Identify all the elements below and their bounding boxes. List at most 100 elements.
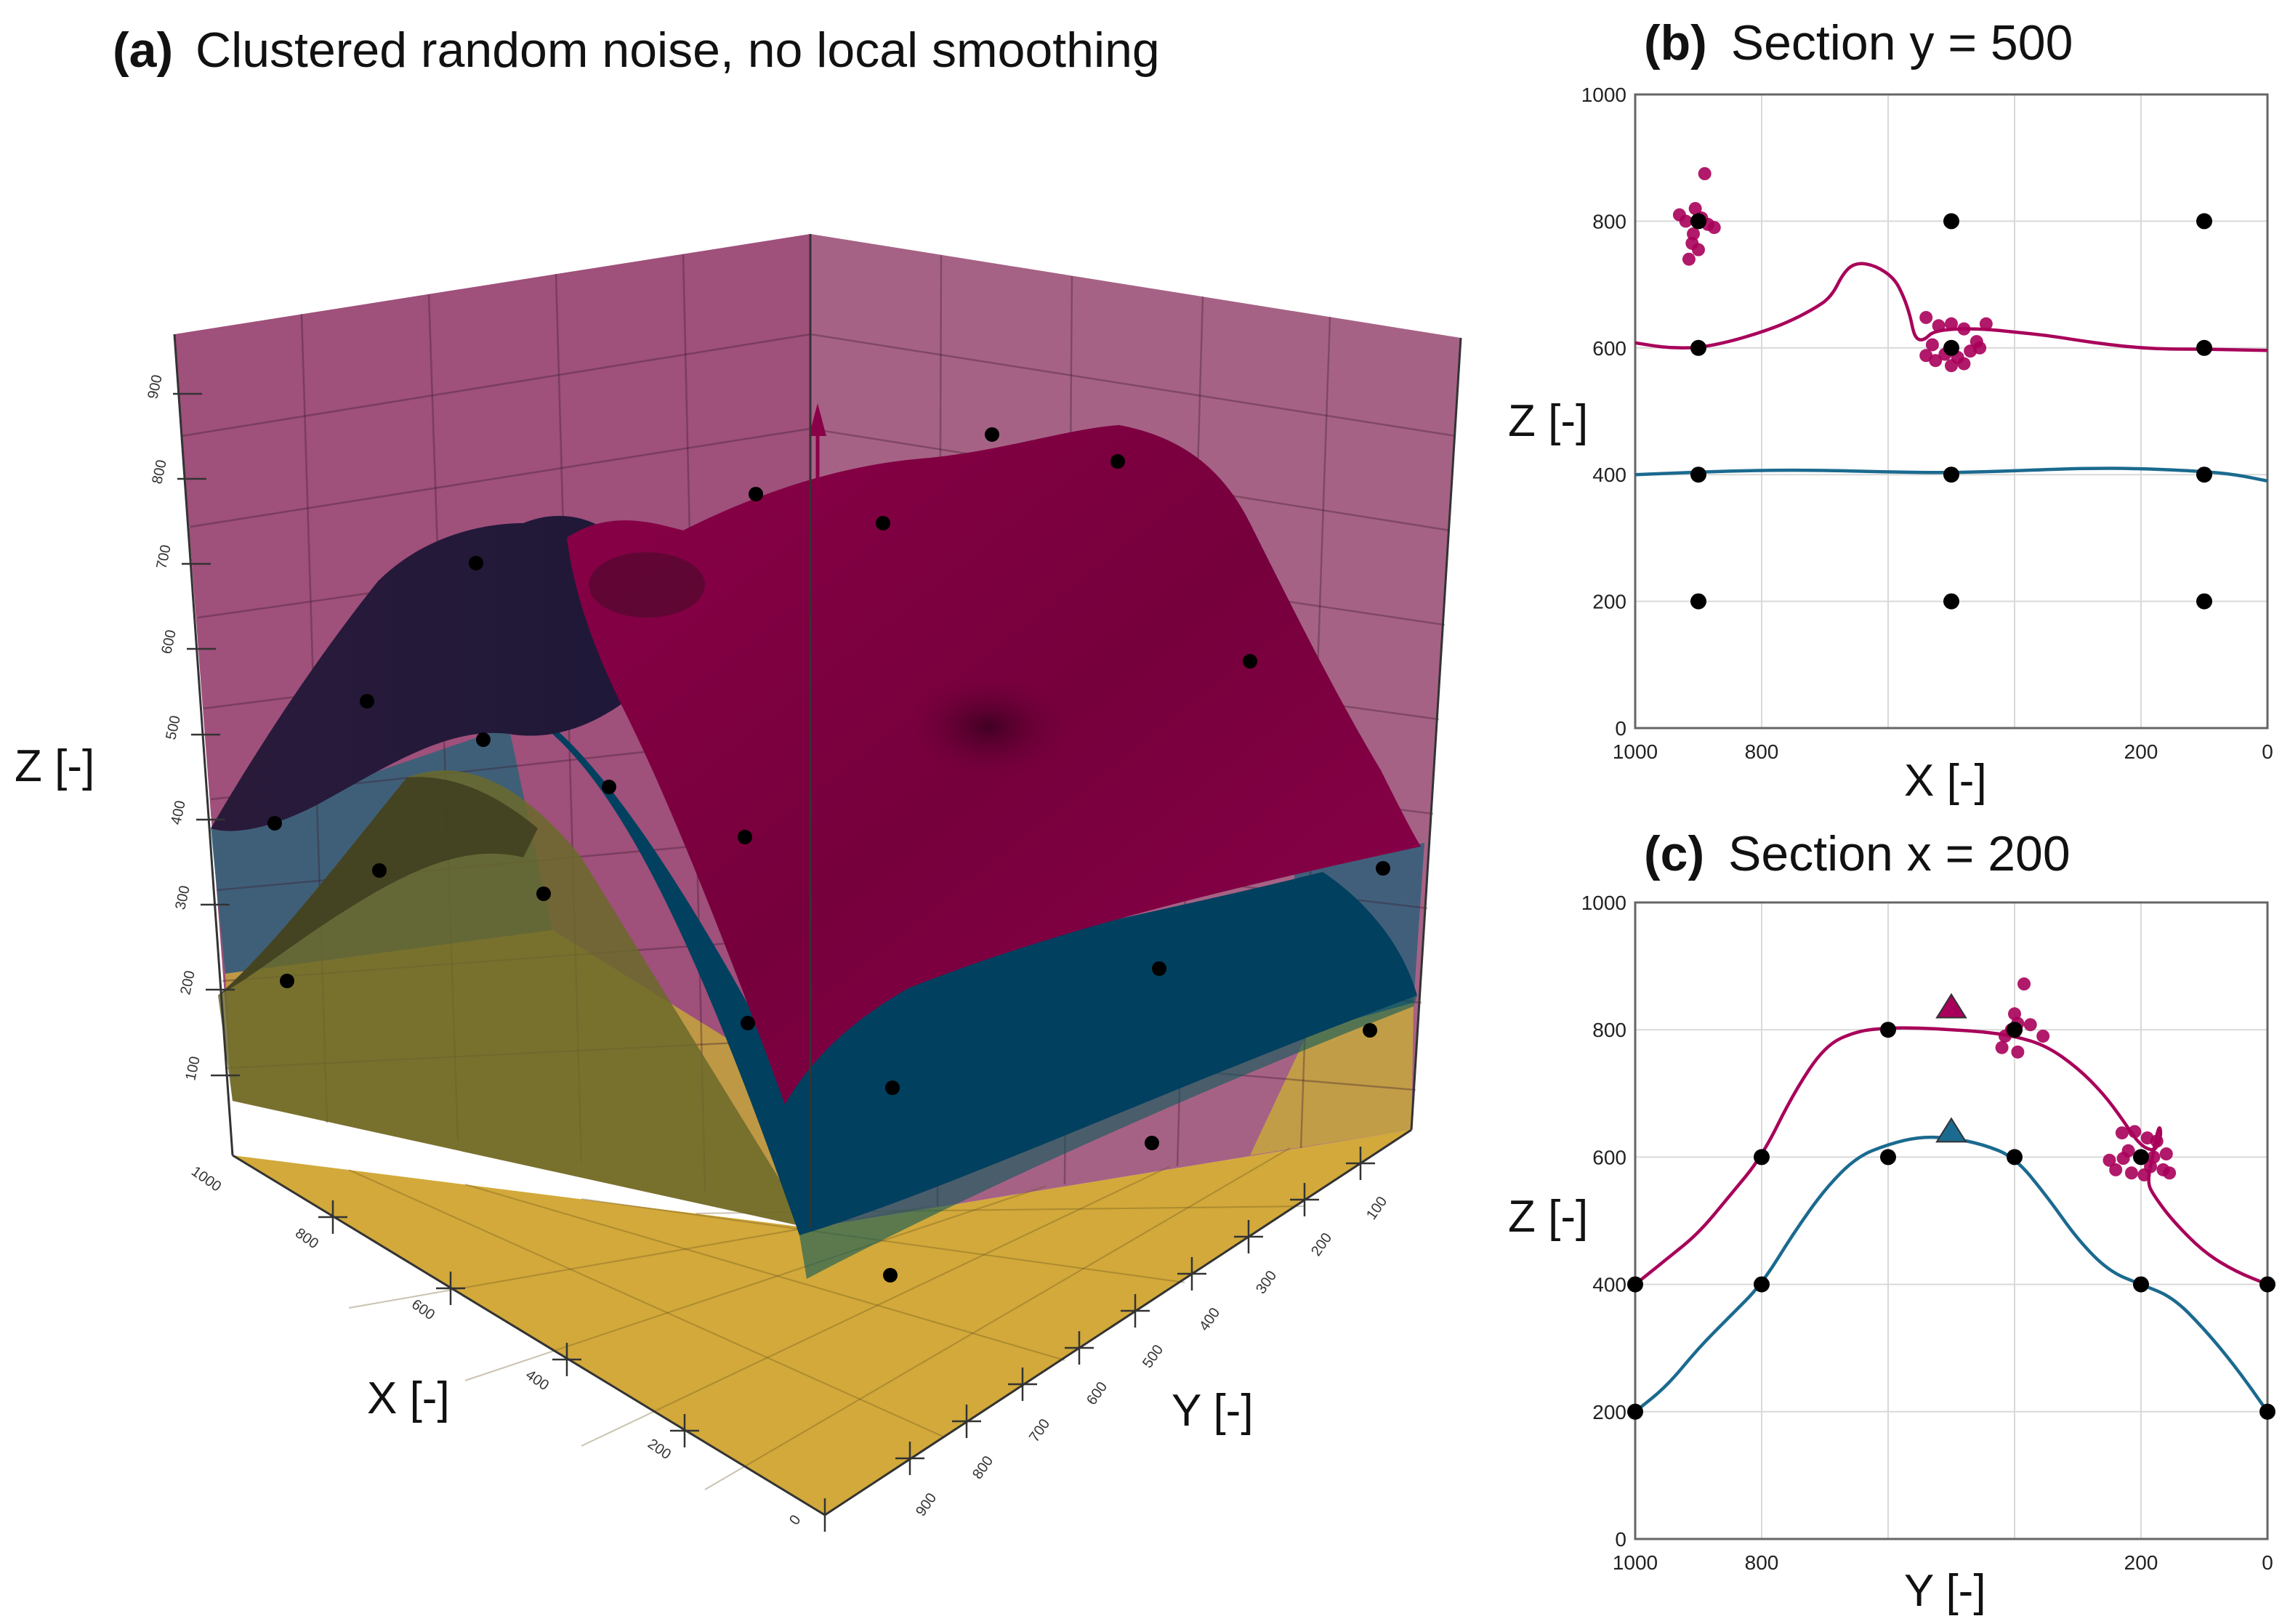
plot-c-noise-point: [2102, 1153, 2116, 1167]
point-3d: [360, 694, 374, 708]
plot-b-data-point: [1943, 213, 1959, 230]
panel-c: (c) Section x = 200 0 200 400 600 800 1000 100…: [1508, 826, 2275, 1616]
plot-b-series-line-0: [1634, 262, 2268, 352]
plot-b-data-point: [1690, 593, 1706, 610]
panel-c-xlabel: Y [-]: [1904, 1566, 1986, 1616]
point-3d: [883, 1268, 898, 1282]
plot-b-ytick-label: 400: [1592, 464, 1626, 486]
plot-c-noise-point: [2036, 1029, 2050, 1043]
svg-text:600: 600: [408, 1296, 438, 1323]
point-3d: [280, 974, 294, 988]
top-surface-dimple: [908, 676, 1068, 777]
point-3d: [1110, 454, 1125, 469]
point-3d: [476, 732, 491, 747]
plot-b-frame: [1634, 93, 2269, 730]
plot-b-xtick-label: 200: [2124, 740, 2158, 763]
plot-c-ytick-label: 400: [1592, 1274, 1626, 1296]
plot-c-data-point: [2133, 1149, 2149, 1166]
plot-b-noise-point: [1945, 359, 1958, 373]
plot-b-xtick-label: 0: [2262, 740, 2273, 763]
panel-b-xlabel: X [-]: [1904, 756, 1987, 806]
plot-c: 0 200 400 600 800 1000 1000 800 200 0: [1581, 892, 2275, 1574]
svg-text:300: 300: [1253, 1268, 1280, 1297]
plot-b-data-point: [1943, 466, 1959, 483]
top-surface-left-dome: [211, 516, 640, 831]
plot-c-noise-point: [2128, 1125, 2142, 1139]
point-3d: [372, 863, 387, 878]
svg-text:700: 700: [153, 544, 174, 570]
plot-c-data-point: [2007, 1022, 2023, 1038]
point-3d: [749, 487, 763, 501]
plot-c-series-line-1: [1634, 1135, 2269, 1413]
svg-text:100: 100: [1363, 1194, 1390, 1223]
axes-3d-frame: [173, 234, 1462, 1516]
plot-b-noise-point: [1919, 310, 1933, 324]
plot-c-noise-point: [2150, 1134, 2164, 1148]
normal-arrow-head: [809, 403, 826, 436]
plot-c-noise-point: [2023, 1018, 2037, 1032]
svg-text:600: 600: [158, 629, 179, 655]
point-3d: [602, 780, 616, 794]
z-tick: 200: [177, 969, 235, 996]
floor: [233, 1130, 1411, 1515]
svg-text:400: 400: [168, 799, 188, 826]
point-3d: [1363, 1023, 1377, 1038]
svg-text:800: 800: [969, 1453, 996, 1482]
plot-c-ytick-label: 600: [1592, 1146, 1626, 1168]
svg-text:800: 800: [149, 458, 169, 485]
plot-c-data-point: [1627, 1403, 1643, 1420]
panel-a: (a) Clustered random noise, no local smo…: [15, 23, 1462, 1532]
bottom-surface-dark: [218, 777, 538, 995]
svg-text:700: 700: [1026, 1416, 1053, 1445]
plot-c-data-point: [2259, 1276, 2275, 1293]
plot-b-noise-point: [1925, 338, 1939, 352]
plot-b-noise-point: [1957, 357, 1971, 371]
plot-c-data-point: [1627, 1276, 1643, 1293]
points-3d: [267, 427, 1390, 1282]
plot-b-data-point: [1943, 339, 1959, 356]
plot-b-noise-point: [1932, 319, 1946, 333]
plot-b-data-point: [1690, 213, 1706, 230]
plot-b-noise-point: [1692, 243, 1705, 256]
plot-b-noise-point: [1957, 322, 1971, 336]
plot-b-noise-point: [1945, 317, 1958, 331]
plot-b-data-point: [1943, 593, 1959, 610]
plot-c-data-point: [1880, 1022, 1896, 1038]
plot-c-noise-point: [2159, 1147, 2173, 1161]
svg-text:100: 100: [182, 1055, 203, 1082]
point-3d: [876, 516, 890, 530]
plot-c-noise-point: [2109, 1163, 2123, 1176]
svg-text:0: 0: [786, 1512, 804, 1528]
point-3d: [1243, 654, 1257, 668]
point-3d: [469, 556, 483, 570]
plot-c-noise-point: [2137, 1168, 2151, 1181]
plot-b-noise-point: [1979, 317, 1993, 331]
panel-a-title: (a) Clustered random noise, no local smo…: [113, 23, 1160, 78]
plot-c-ytick-label: 800: [1592, 1019, 1626, 1041]
plot-b-ytick-label: 600: [1592, 337, 1626, 360]
svg-text:1000: 1000: [188, 1163, 224, 1195]
point-3d: [536, 886, 551, 901]
svg-text:500: 500: [163, 714, 183, 741]
plot-c-noise-point: [2163, 1166, 2177, 1180]
z-tick: 400: [168, 799, 225, 826]
wall-right-yellow-band: [1250, 1003, 1414, 1155]
plot-b-noise-point: [1687, 227, 1701, 241]
svg-text:800: 800: [292, 1225, 321, 1252]
plot-b-noise-point: [1919, 349, 1933, 363]
plot-c-series-line-0: [1634, 1026, 2268, 1286]
panel-c-title-text: Section x = 200: [1728, 826, 2071, 881]
plot-c-data-point: [1880, 1149, 1896, 1166]
plot-c-ytick-label: 1000: [1581, 892, 1626, 914]
plot-b-xtick-label: 800: [1745, 740, 1779, 763]
plot-c-data-point: [1754, 1276, 1770, 1293]
z-axis-ticks: 100 200 300 400 500 600 700 800 900: [145, 373, 240, 1082]
plot-b-noise-point: [1672, 208, 1686, 222]
svg-text:400: 400: [523, 1367, 552, 1394]
panel-b-title: (b) Section y = 500: [1644, 15, 2073, 70]
plot-c-xtick-label: 200: [2124, 1551, 2158, 1574]
panel-b-ylabel: Z [-]: [1508, 396, 1588, 446]
plot-b-data-point: [2196, 593, 2212, 610]
plot-c-noise-point: [2124, 1166, 2138, 1180]
plot-b-noise-point: [1688, 201, 1702, 215]
